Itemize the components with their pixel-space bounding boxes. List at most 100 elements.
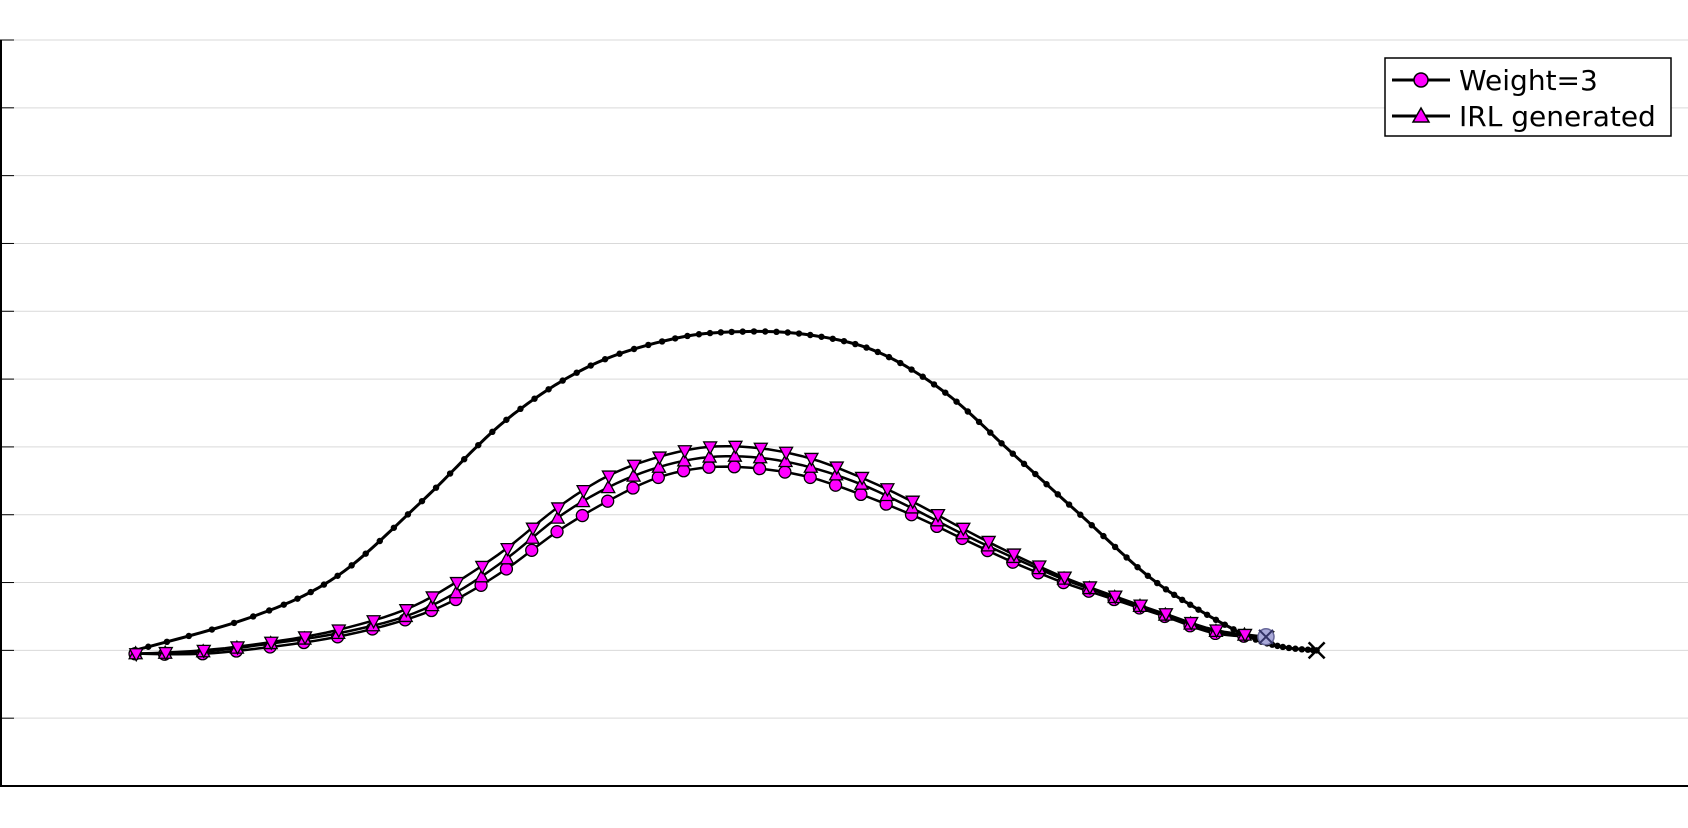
- data-point: [852, 340, 859, 348]
- data-point: [706, 329, 714, 337]
- data-point: [525, 522, 541, 537]
- data-point: [573, 369, 580, 376]
- data-point: [550, 502, 566, 517]
- data-point: [230, 619, 238, 627]
- data-point: [196, 644, 212, 659]
- data-point: [753, 442, 769, 457]
- data-point: [778, 465, 792, 479]
- data-point: [778, 446, 794, 461]
- data-point: [784, 329, 791, 336]
- data-point: [334, 572, 341, 579]
- data-point: [1292, 645, 1299, 652]
- series-weight-3: [128, 460, 1273, 661]
- data-point: [601, 356, 609, 363]
- data-point: [499, 562, 514, 576]
- data-point: [266, 607, 273, 614]
- data-point: [474, 560, 490, 575]
- data-point: [1298, 646, 1306, 653]
- data-point: [1230, 626, 1237, 633]
- data-point: [474, 568, 490, 583]
- axes: [0, 39, 1688, 787]
- data-point: [1082, 581, 1098, 596]
- data-point: [587, 362, 594, 369]
- data-point: [998, 440, 1005, 447]
- data-point: [1304, 646, 1312, 653]
- data-point: [626, 481, 640, 495]
- data-point: [517, 405, 524, 413]
- data-point: [1123, 554, 1130, 561]
- data-point: [908, 366, 915, 373]
- data-point: [752, 461, 767, 476]
- data-point: [128, 648, 144, 663]
- data-point: [601, 494, 615, 508]
- data-point: [987, 429, 994, 436]
- data-point: [376, 537, 383, 545]
- data-point: [727, 440, 744, 455]
- data-point: [208, 626, 216, 633]
- data-point: [1133, 599, 1149, 614]
- data-point: [626, 467, 642, 482]
- data-point: [1183, 616, 1199, 631]
- goal-marker: [1307, 641, 1326, 660]
- data-point: [762, 328, 769, 335]
- data-point: [461, 456, 468, 463]
- data-point: [1171, 591, 1178, 599]
- series-layer: [128, 328, 1326, 663]
- data-point: [489, 428, 496, 436]
- data-point: [1057, 571, 1073, 586]
- data-point: [702, 460, 716, 474]
- data-point: [1162, 586, 1170, 593]
- data-point: [1100, 532, 1107, 540]
- data-point: [1032, 470, 1039, 478]
- data-point: [575, 508, 590, 523]
- data-point: [626, 459, 642, 474]
- series-line: [134, 454, 1267, 656]
- data-point: [575, 493, 591, 508]
- data-point: [158, 646, 174, 661]
- data-point: [727, 447, 743, 462]
- data-point: [905, 495, 921, 510]
- data-point: [425, 591, 441, 606]
- data-point: [1144, 572, 1152, 579]
- data-point: [930, 508, 946, 523]
- data-point: [728, 328, 735, 336]
- data-point: [727, 460, 741, 474]
- data-point: [863, 344, 870, 351]
- data-point: [366, 615, 382, 630]
- data-point: [630, 345, 638, 353]
- data-point: [1158, 608, 1174, 623]
- data-point: [404, 511, 412, 518]
- data-point: [348, 562, 355, 569]
- data-point: [676, 452, 692, 467]
- data-point: [1285, 644, 1293, 652]
- data-point: [651, 458, 667, 473]
- data-point: [145, 643, 152, 650]
- data-point: [1212, 616, 1220, 624]
- legend-label-weight: Weight=3: [1459, 64, 1598, 97]
- data-point: [1020, 460, 1028, 468]
- data-point: [672, 335, 679, 342]
- data-point: [449, 576, 465, 591]
- series-line: [134, 444, 1267, 656]
- data-point: [803, 458, 819, 473]
- data-point: [828, 478, 843, 492]
- data-point: [600, 479, 616, 494]
- data-point: [1088, 522, 1095, 529]
- data-point: [307, 588, 314, 596]
- data-point: [424, 597, 440, 612]
- data-point: [854, 487, 868, 502]
- data-point: [651, 451, 668, 466]
- data-point: [1006, 548, 1022, 563]
- legend-box: [1384, 57, 1672, 137]
- legend: Weight=3 IRL generated: [1384, 57, 1672, 137]
- data-point: [432, 484, 440, 491]
- data-point: [575, 485, 592, 500]
- data-point: [1203, 611, 1211, 618]
- data-point: [1237, 628, 1253, 643]
- data-point: [684, 332, 691, 340]
- legend-marker-triangle: [1411, 106, 1431, 123]
- data-point: [677, 445, 693, 460]
- data-point: [1279, 643, 1287, 651]
- data-point: [559, 377, 566, 384]
- data-point: [524, 529, 540, 544]
